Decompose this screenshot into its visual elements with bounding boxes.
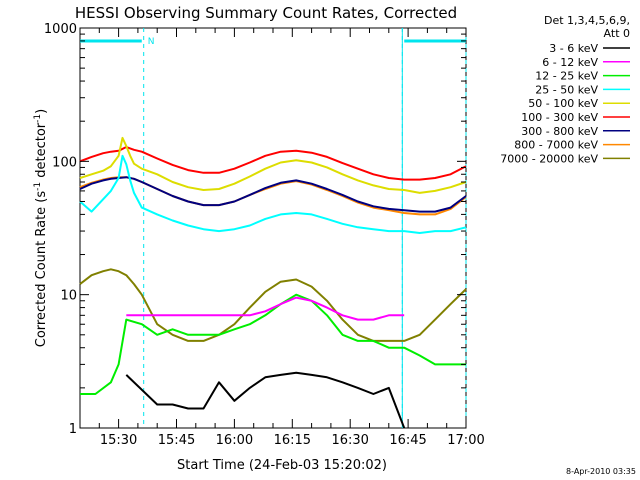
legend-label-1: 6 - 12 keV — [542, 56, 598, 69]
series-line-2 — [80, 293, 466, 395]
y-label-sup2: -1 — [33, 114, 43, 123]
chart-title: HESSI Observing Summary Count Rates, Cor… — [75, 4, 457, 22]
y-tick-label-0: 1 — [69, 422, 77, 437]
y-tick-label-2: 100 — [52, 155, 77, 170]
plot-frame — [79, 27, 467, 429]
x-tick-label-1: 15:45 — [158, 433, 195, 448]
y-axis-label: Corrected Count Rate (s-1 detector-1) — [33, 109, 49, 347]
series-line-3 — [79, 154, 467, 234]
series-line-4 — [79, 136, 467, 194]
x-tick-label-4: 16:30 — [331, 433, 368, 448]
legend-label-4: 50 - 100 keV — [528, 97, 598, 110]
legend-label-2: 12 - 25 keV — [535, 70, 598, 83]
legend-label-5: 100 - 300 keV — [521, 111, 598, 124]
y-label-part1: Corrected Count Rate (s — [34, 191, 49, 348]
series-line-0 — [125, 371, 406, 429]
series-line-5 — [79, 146, 467, 181]
series-line-7 — [79, 176, 467, 216]
y-label-sup1: -1 — [33, 182, 43, 191]
legend-label-7: 800 - 7000 keV — [514, 139, 598, 152]
x-tick-label-6: 17:00 — [447, 433, 484, 448]
y-label-part3: ) — [34, 109, 49, 114]
legend-header-line2: Att 0 — [604, 27, 630, 40]
x-tick-label-0: 15:30 — [100, 433, 137, 448]
legend-label-0: 3 - 6 keV — [549, 42, 598, 55]
legend-label-6: 300 - 800 keV — [521, 125, 598, 138]
x-tick-label-2: 16:00 — [216, 433, 253, 448]
y-label-part2: detector — [34, 122, 49, 182]
y-tick-label-1: 10 — [60, 289, 77, 304]
series-line-8 — [79, 268, 467, 342]
legend-label-3: 25 - 50 keV — [535, 83, 598, 96]
y-tick-label-3: 1000 — [44, 22, 77, 37]
plot-marks: N 1 10 100 1000 15:30 15:45 16:00 16:15 16:30 16:4… — [44, 22, 485, 448]
night-n-marker: N — [148, 37, 155, 47]
x-tick-label-3: 16:15 — [274, 433, 311, 448]
series-line-6 — [79, 176, 467, 213]
x-axis-label: Start Time (24-Feb-03 15:20:02) — [177, 458, 387, 473]
series-line-1 — [126, 296, 405, 321]
x-tick-label-5: 16:45 — [389, 433, 426, 448]
timestamp: 8-Apr-2010 03:35 — [566, 467, 636, 476]
legend-header-line1: Det 1,3,4,5,6,9, — [544, 14, 630, 27]
legend-label-8: 7000 - 20000 keV — [500, 152, 598, 165]
